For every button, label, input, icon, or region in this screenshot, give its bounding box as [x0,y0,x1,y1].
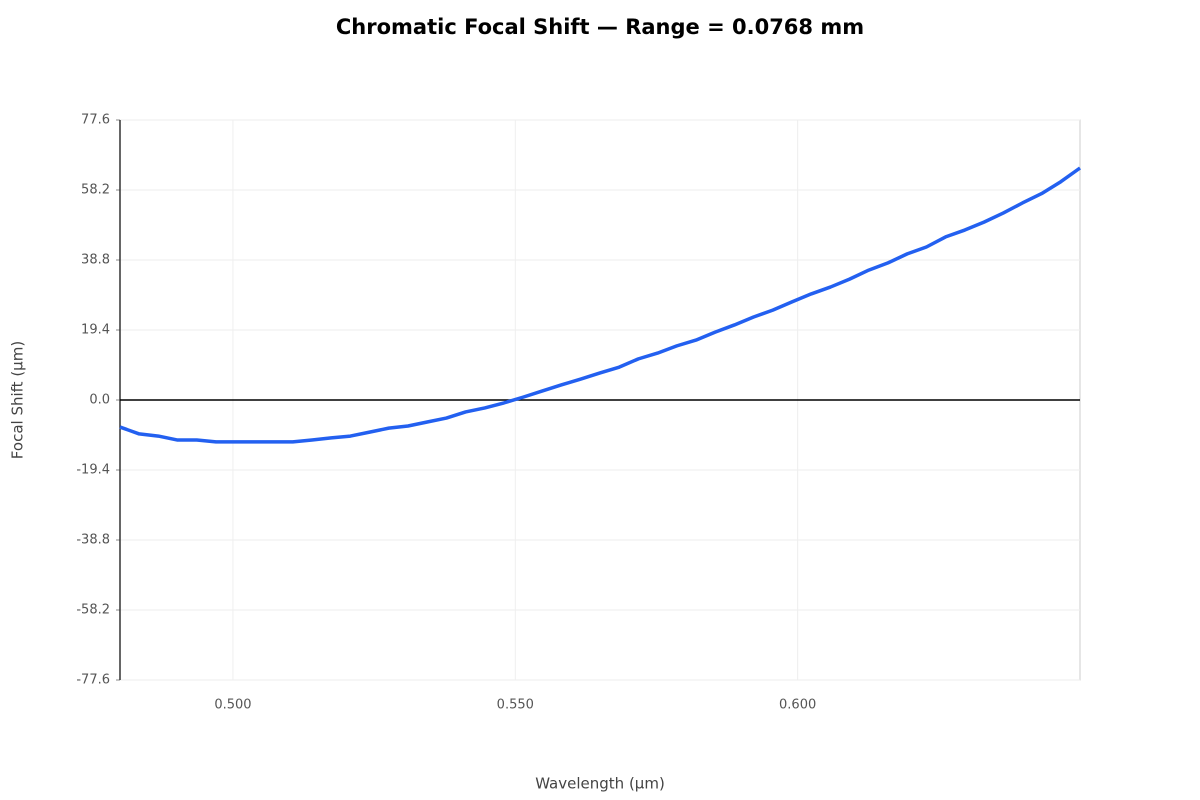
y-tick-label: 58.2 [81,183,110,198]
y-tick-label: 38.8 [81,253,110,268]
y-tick-label: -58.2 [76,603,110,618]
x-axis-label: Wavelength (µm) [535,775,665,793]
data-line [119,166,1082,444]
y-tick-label: 19.4 [81,323,110,338]
x-tick-label: 0.550 [497,698,534,713]
x-tick-label: 0.600 [779,698,816,713]
chart-title: Chromatic Focal Shift — Range = 0.0768 m… [336,15,864,39]
y-tick-label: 77.6 [81,113,110,128]
y-tick-label: -77.6 [76,673,110,688]
x-tick-label: 0.500 [214,698,251,713]
y-axis-label: Focal Shift (µm) [9,341,27,459]
y-tick-label: -38.8 [76,533,110,548]
y-tick-label: 0.0 [89,393,110,408]
y-tick-label: -19.4 [76,463,110,478]
